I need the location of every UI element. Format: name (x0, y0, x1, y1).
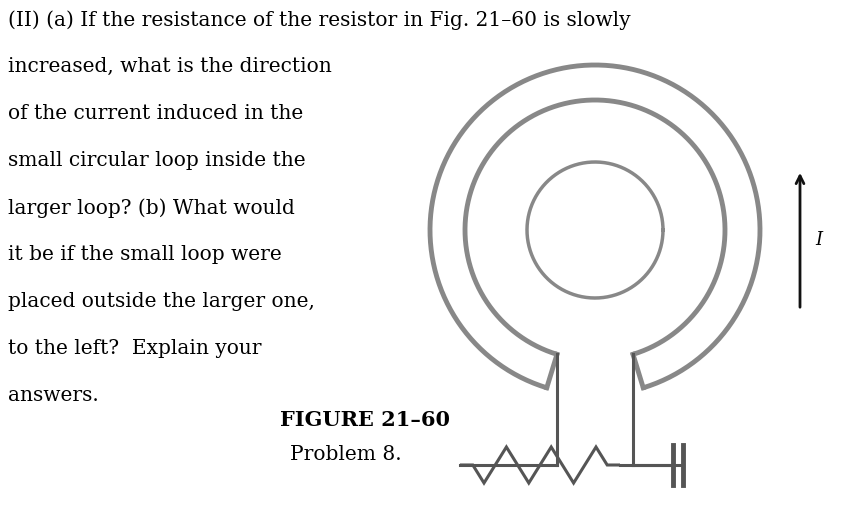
Text: (II) (a) If the resistance of the resistor in Fig. 21–60 is slowly: (II) (a) If the resistance of the resist… (8, 10, 631, 30)
Text: it be if the small loop were: it be if the small loop were (8, 245, 282, 264)
Text: I: I (815, 231, 822, 249)
Text: Problem 8.: Problem 8. (290, 445, 401, 464)
Text: FIGURE 21–60: FIGURE 21–60 (280, 410, 450, 430)
Text: answers.: answers. (8, 386, 99, 405)
Text: to the left?  Explain your: to the left? Explain your (8, 339, 262, 358)
Text: larger loop? (b) What would: larger loop? (b) What would (8, 198, 295, 218)
Text: increased, what is the direction: increased, what is the direction (8, 57, 332, 76)
Text: small circular loop inside the: small circular loop inside the (8, 151, 306, 170)
Text: of the current induced in the: of the current induced in the (8, 104, 303, 123)
Text: placed outside the larger one,: placed outside the larger one, (8, 292, 315, 311)
